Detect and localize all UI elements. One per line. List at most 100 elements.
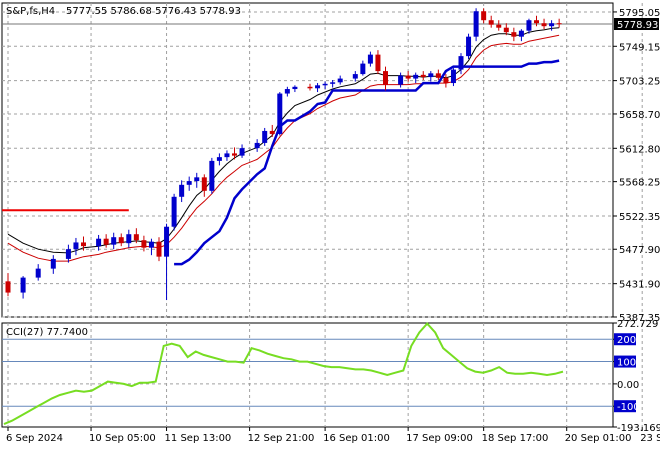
candle-body: [171, 196, 177, 227]
candle: [466, 33, 472, 60]
candle-body: [337, 78, 343, 83]
price-tick-label: 5703.25: [619, 77, 660, 88]
price-tick-label: 5568.25: [619, 178, 660, 189]
candle: [556, 18, 562, 28]
candle: [35, 264, 41, 281]
candle-body: [232, 153, 237, 156]
candle: [337, 75, 343, 85]
candle: [534, 15, 539, 27]
candle: [450, 68, 456, 87]
candle: [232, 147, 237, 160]
time-tick-label: 17 Sep 09:00: [406, 433, 473, 444]
candle-body: [435, 73, 441, 78]
candle-body: [239, 148, 245, 156]
candle-body: [383, 71, 388, 85]
candle-body: [330, 82, 336, 84]
candle: [186, 176, 192, 191]
candle: [50, 255, 56, 274]
main-panel: [1, 2, 614, 318]
candle: [428, 71, 434, 82]
candle-body: [367, 54, 373, 64]
candle: [148, 238, 154, 256]
candle-body: [481, 11, 487, 21]
candle: [103, 234, 109, 248]
candle-body: [5, 281, 11, 293]
candle: [65, 244, 71, 263]
candle: [549, 20, 555, 31]
time-tick-label: 20 Sep 01:00: [565, 433, 632, 444]
candle-body: [126, 234, 132, 244]
price-tick-label: 5612.80: [619, 144, 660, 155]
time-tick-label: 23 Sep 09:00: [640, 433, 660, 444]
trailing-band-line: [174, 59, 560, 266]
chart-header-symbol: S&P,fs,H4: [6, 6, 55, 17]
candle: [458, 53, 464, 75]
candle: [511, 27, 517, 42]
candle: [541, 18, 547, 30]
candle: [481, 8, 487, 24]
candle-body: [307, 86, 313, 89]
candle: [156, 237, 162, 262]
candle: [254, 139, 260, 152]
candle: [383, 66, 388, 91]
candle: [322, 81, 328, 90]
candle-body: [511, 32, 517, 37]
candle: [201, 174, 207, 197]
candle-body: [81, 242, 86, 247]
candle-body: [496, 24, 502, 28]
candle-body: [194, 177, 200, 182]
candle: [526, 18, 532, 34]
candle: [141, 235, 147, 252]
candle-body: [164, 226, 170, 257]
candle-body: [315, 85, 321, 89]
price-tick-label: 5477.90: [619, 245, 660, 256]
cci-tick-label: 272.729: [617, 319, 658, 330]
axes: 5795.05 5749.15 5703.25 5658.70 5612.80 5568.…: [6, 8, 660, 444]
candle-body: [488, 20, 494, 25]
grid: [2, 3, 643, 427]
cci-line: [3, 322, 564, 426]
candle: [307, 83, 313, 91]
candle-body: [277, 93, 283, 134]
candle-body: [224, 153, 230, 158]
candle: [277, 92, 283, 136]
cci-level-box: [614, 333, 636, 346]
candle-body: [518, 30, 524, 37]
time-tick-label: 10 Sep 05:00: [89, 433, 156, 444]
candle-body: [186, 181, 192, 185]
candle-body: [209, 160, 215, 191]
candle-body: [50, 258, 56, 269]
cci-tick-label: 100: [617, 358, 636, 369]
current-price-label: 5778.93: [617, 20, 658, 31]
cci-tick-label: 0.00: [617, 380, 639, 391]
candle: [496, 20, 502, 31]
candle-body: [73, 242, 79, 250]
candle: [315, 83, 321, 93]
candle-body: [466, 36, 472, 57]
candle-body: [216, 157, 222, 161]
candle-body: [458, 56, 464, 70]
price-tick-label: 5749.15: [619, 42, 660, 53]
candle-body: [20, 277, 26, 293]
candle: [269, 124, 275, 137]
candle-body: [549, 23, 555, 27]
time-tick-label: 11 Sep 13:00: [165, 433, 232, 444]
chart-header-ohlc: 5777.55 5786.68 5776.43 5778.93: [66, 6, 241, 17]
price-tick-label: 5431.90: [619, 280, 660, 291]
current-price-box: [614, 18, 659, 31]
candle: [5, 273, 11, 297]
candle-body: [179, 184, 185, 197]
candle-body: [262, 130, 268, 143]
candle: [503, 23, 509, 36]
candle-body: [322, 83, 328, 86]
indicator-panel: [1, 322, 614, 428]
candle: [284, 86, 290, 97]
candle: [194, 172, 200, 188]
candle-body: [254, 142, 260, 149]
price-tick-label: 5795.05: [619, 8, 660, 19]
cci-level-box: [614, 355, 636, 368]
candle: [239, 144, 245, 158]
cci-tick-label: -100: [617, 402, 640, 413]
candle: [216, 153, 222, 166]
